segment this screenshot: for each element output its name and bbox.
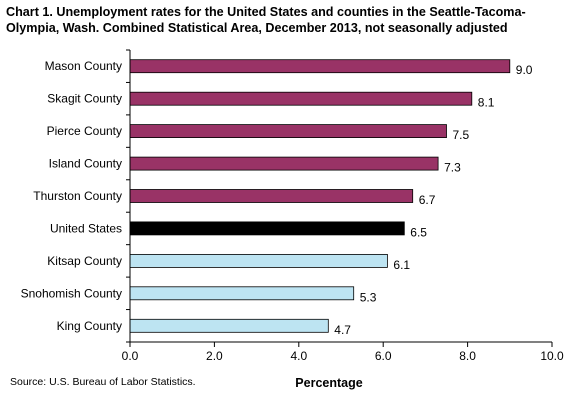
bars-layer — [129, 59, 511, 333]
x-tick-label: 10.0 — [540, 349, 564, 363]
bar-thurston-county — [129, 189, 414, 203]
value-label: 6.5 — [410, 225, 427, 239]
value-label: 4.7 — [334, 323, 351, 337]
category-label: Thurston County — [33, 189, 122, 203]
bar-united-states — [129, 221, 405, 236]
labels-layer: Mason County 9.0 Skagit County 8.1 Pierce Co… — [21, 59, 564, 363]
x-tick-label: 2.0 — [206, 349, 223, 363]
x-tick-label: 6.0 — [375, 349, 392, 363]
bar-king-county — [129, 318, 329, 333]
category-label: Snohomish County — [21, 286, 122, 300]
bar-skagit-county — [129, 91, 473, 106]
category-label: King County — [57, 319, 122, 333]
x-axis-title: Percentage — [295, 376, 362, 390]
chart-title: Chart 1. Unemployment rates for the Unit… — [6, 5, 526, 35]
category-label: Kitsap County — [47, 254, 122, 268]
x-tick-label: 0.0 — [122, 349, 139, 363]
value-label: 6.7 — [419, 193, 436, 207]
value-label: 6.1 — [393, 258, 410, 272]
x-tick-label: 4.0 — [290, 349, 307, 363]
category-label: Skagit County — [47, 92, 122, 106]
axis-layer — [126, 49, 553, 347]
value-label: 7.5 — [453, 128, 470, 142]
value-label: 7.3 — [444, 161, 461, 175]
bar-kitsap-county — [129, 253, 388, 268]
category-label: Island County — [49, 157, 122, 171]
source-note: Source: U.S. Bureau of Labor Statistics. — [10, 376, 196, 388]
x-tick-label: 8.0 — [459, 349, 476, 363]
value-label: 9.0 — [516, 63, 533, 77]
category-label: Pierce County — [47, 124, 122, 138]
bar-mason-county — [129, 59, 511, 74]
category-label: United States — [50, 221, 122, 235]
value-label: 5.3 — [360, 290, 377, 304]
bar-snohomish-county — [129, 286, 355, 301]
bar-island-county — [129, 156, 439, 171]
category-label: Mason County — [45, 59, 122, 73]
bar-pierce-county — [129, 124, 447, 138]
value-label: 8.1 — [478, 96, 495, 110]
